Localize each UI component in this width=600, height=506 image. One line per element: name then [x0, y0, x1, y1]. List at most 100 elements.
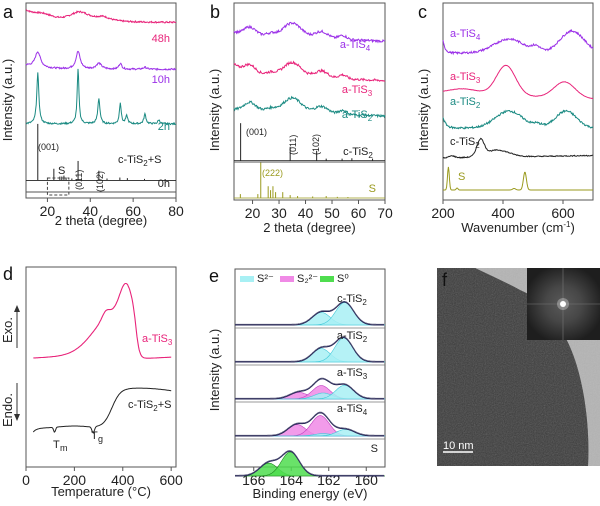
tem-particle	[437, 268, 589, 466]
series-a-TiS₃	[233, 60, 386, 83]
label-48h: 48h	[152, 33, 170, 45]
label-a-TiS2: a-TiS2	[450, 96, 481, 110]
legend-swatch	[240, 276, 254, 282]
legend-swatch	[280, 276, 294, 282]
x-tick-label: 20	[245, 205, 261, 221]
panel-b: b 20 30 40 50 60 70 2 theta (degree) Intensity (…	[207, 2, 393, 235]
x-tick-label: 400	[491, 205, 515, 221]
annot-102: (102)	[95, 171, 105, 192]
series-S	[234, 162, 385, 199]
x-tick-label: 400	[111, 472, 135, 488]
series-10h	[25, 50, 177, 71]
x-tick-label: 60	[351, 205, 367, 221]
label-a-TiS4: a-TiS4	[340, 39, 371, 53]
endo-arrowhead	[14, 414, 20, 421]
xrd-curve	[25, 50, 177, 71]
xps-envelope	[235, 301, 385, 326]
legend-label: S⁰	[337, 273, 349, 285]
fft-center-spot	[560, 301, 566, 307]
label-a-TiS3: a-TiS3	[342, 84, 373, 98]
series-a-TiS₂	[235, 336, 385, 363]
annot-011: (011)	[288, 135, 298, 155]
xps-envelope	[235, 412, 385, 437]
y-axis-label: Intensity (a.u.)	[0, 59, 15, 141]
annot-001: (001)	[38, 142, 59, 152]
y-axis-label: Intensity (a.u.)	[416, 69, 431, 151]
panel-label-e: e	[209, 266, 219, 286]
fft-glow	[557, 298, 569, 310]
endo-label: Endo.	[0, 393, 15, 427]
x-tick-label: 40	[298, 205, 314, 221]
series-c-TiS₂	[235, 301, 385, 326]
xps-fit	[235, 336, 385, 362]
raman-curve	[443, 166, 593, 191]
x-tick-label: 70	[377, 205, 393, 221]
raman-curve	[442, 109, 594, 130]
panel-label-c: c	[418, 2, 427, 22]
x-axis-label: Wavenumber (cm-1)	[461, 220, 575, 235]
series-c-TiS2-S	[32, 387, 172, 434]
label-c-TiS₂: c-TiS2	[337, 293, 367, 307]
fft-inset	[527, 268, 600, 340]
label-a-TiS₂: a-TiS2	[337, 330, 368, 344]
annot-Tg: T	[91, 430, 98, 442]
exo-label: Exo.	[0, 317, 15, 343]
series-c-TiS₂	[234, 123, 385, 162]
x-tick-label: 20	[40, 203, 56, 219]
xrd-curve	[25, 9, 177, 24]
x-tick-label: 80	[168, 203, 184, 219]
series-a-TiS3	[33, 282, 172, 359]
series-S	[443, 166, 593, 191]
raman-curve	[442, 137, 593, 159]
x-tick-label: 600	[551, 205, 575, 221]
panel-label-f: f	[442, 270, 448, 290]
label-a-TiS3: a-TiS3	[450, 71, 481, 85]
xps-fit	[235, 301, 385, 325]
x-tick-label: 0	[22, 472, 30, 488]
plot-frame	[25, 2, 177, 199]
panel-label-d: d	[3, 264, 13, 284]
series-S	[235, 450, 385, 477]
x-axis-label: 2 theta (degree)	[55, 213, 148, 228]
scale-bar-label: 10 nm	[443, 440, 474, 452]
x-tick-label: 40	[82, 203, 98, 219]
panel-label-b: b	[210, 2, 220, 22]
label-c-TiS2-S: c-TiS2+S	[118, 154, 161, 168]
series-a-TiS₄	[233, 21, 386, 44]
label-10h: 10h	[152, 74, 170, 86]
legend-label: S²⁻	[257, 273, 274, 285]
legend: S²⁻ S₂²⁻ S⁰	[240, 273, 349, 285]
label-a-TiS3: a-TiS3	[142, 333, 173, 347]
panel-d: d 0 200 400 600 Temperature (°C) Exo. Endo. a-Ti…	[0, 264, 183, 499]
label-c-TiS2-S: c-TiS2+S	[128, 399, 171, 413]
series-2h	[25, 68, 177, 126]
plot-frame	[234, 268, 386, 468]
legend-swatch	[320, 276, 334, 282]
x-tick-label: 200	[63, 472, 87, 488]
label-a-TiS2: a-TiS2	[342, 109, 373, 123]
annot-Tm: T	[53, 439, 60, 451]
x-axis-label: Binding energy (eV)	[253, 486, 368, 501]
series-c-TiS₂	[442, 137, 593, 159]
plot-frame	[233, 2, 386, 201]
xps-envelope	[235, 450, 385, 477]
series-a-TiS₄	[442, 28, 594, 56]
label-S: S	[371, 443, 378, 455]
xps-envelope	[235, 336, 385, 363]
label-a-TiS₄: a-TiS4	[337, 403, 368, 417]
x-tick-label: 30	[271, 205, 287, 221]
plot-frame	[25, 266, 177, 468]
dsc-curve	[33, 282, 172, 359]
series-a-TiS₃	[442, 64, 594, 100]
x-tick-label: 50	[324, 205, 340, 221]
series-a-TiS₂	[442, 109, 594, 130]
dsc-curve	[32, 387, 172, 434]
annot-222: (222)	[262, 168, 283, 178]
y-axis-label: Intensity (a.u.)	[207, 329, 222, 411]
series-a-TiS₄	[235, 411, 385, 437]
xrd-curve	[233, 95, 386, 119]
annot-Tg-sub: g	[98, 434, 103, 444]
